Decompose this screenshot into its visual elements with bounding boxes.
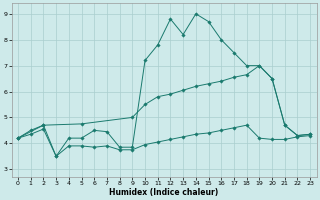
X-axis label: Humidex (Indice chaleur): Humidex (Indice chaleur)	[109, 188, 219, 197]
